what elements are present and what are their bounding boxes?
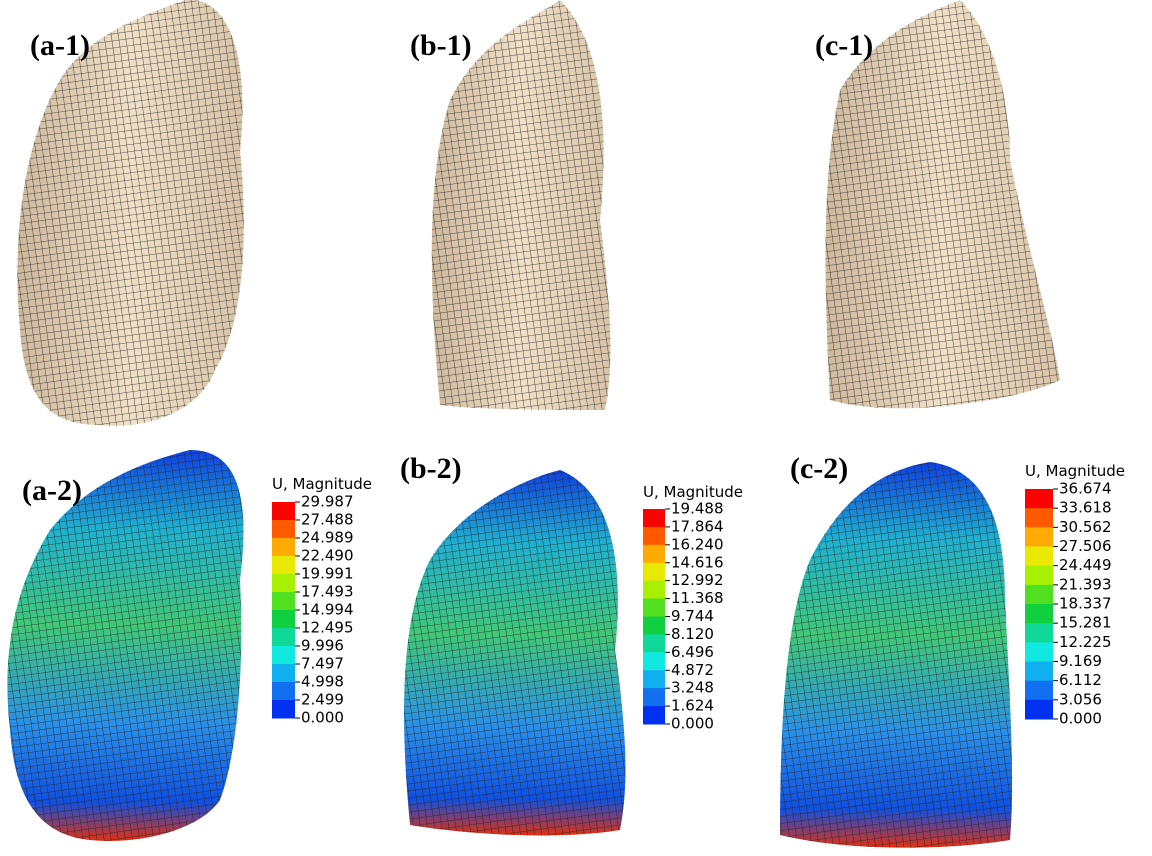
legend-value: 24.989 <box>301 529 354 547</box>
panel-label: (c-2) <box>790 452 848 485</box>
legend-bin <box>1025 566 1053 586</box>
legend-bin <box>1025 508 1053 528</box>
legend-value: 12.225 <box>1059 633 1112 651</box>
legend-title: U, Magnitude <box>272 475 372 493</box>
legend-value: 11.368 <box>671 589 724 607</box>
legend-bin <box>272 682 295 701</box>
legend-value: 19.991 <box>301 565 354 583</box>
legend-bin <box>1025 604 1053 624</box>
legend-bin <box>643 688 665 706</box>
legend-bin <box>272 664 295 683</box>
legend-value: 9.744 <box>671 607 714 625</box>
panel-label: (b-1) <box>410 29 472 62</box>
contour-mesh <box>404 470 625 835</box>
panel-label: (b-2) <box>400 452 462 485</box>
legend-bin <box>272 646 295 665</box>
legend-value: 4.872 <box>671 661 714 679</box>
legend-title: U, Magnitude <box>1025 462 1125 480</box>
legend-value: 7.497 <box>301 655 344 673</box>
panel-label: (a-2) <box>22 474 82 507</box>
legend-value: 0.000 <box>1059 710 1102 728</box>
legend-bin <box>1025 489 1053 509</box>
legend-bin <box>272 520 295 539</box>
legend-value: 2.499 <box>301 691 344 709</box>
legend-bin <box>272 610 295 629</box>
legend-value: 14.616 <box>671 553 724 571</box>
legend-value: 12.495 <box>301 619 354 637</box>
figure: (a-1) (b-1) (c-1) (a-2) (b-2) (c-2) U, Magnit… <box>0 0 1152 856</box>
legend-value: 4.998 <box>301 673 344 691</box>
legend-value: 6.112 <box>1059 671 1102 689</box>
legend-value: 1.624 <box>671 697 714 715</box>
legend-bin <box>643 706 665 724</box>
legend-value: 0.000 <box>671 715 714 733</box>
contour-mesh <box>780 462 1012 848</box>
legend-value: 18.337 <box>1059 595 1112 613</box>
legend-bin <box>643 581 665 599</box>
legend-value: 12.992 <box>671 571 724 589</box>
legend-value: 9.169 <box>1059 652 1102 670</box>
legend-bin <box>1025 527 1053 547</box>
legend-bin <box>1025 700 1053 720</box>
legend-value: 29.987 <box>301 493 354 511</box>
lung-mesh <box>17 0 243 426</box>
legend-value: 3.248 <box>671 679 714 697</box>
legend-value: 15.281 <box>1059 614 1112 632</box>
panel-label: (c-1) <box>815 29 873 62</box>
legend-bin <box>1025 642 1053 662</box>
legend-bin <box>643 670 665 688</box>
legend-value: 22.490 <box>301 547 354 565</box>
legend-value: 21.393 <box>1059 575 1112 593</box>
contour-mesh <box>7 450 243 841</box>
legend-value: 30.562 <box>1059 518 1112 536</box>
legend-value: 9.996 <box>301 637 344 655</box>
legend-bin <box>272 538 295 557</box>
legend-bin <box>272 556 295 575</box>
legend-bin <box>643 509 665 527</box>
legend-value: 27.488 <box>301 511 354 529</box>
legend-bin <box>643 617 665 635</box>
legend-title: U, Magnitude <box>643 483 743 501</box>
legend-value: 36.674 <box>1059 480 1112 498</box>
legend-bin <box>272 574 295 593</box>
legend-value: 3.056 <box>1059 690 1102 708</box>
legend-bin <box>643 545 665 563</box>
legend-bin <box>643 599 665 617</box>
legend-value: 17.864 <box>671 517 724 535</box>
legend-bin <box>272 628 295 647</box>
legend-bin <box>643 652 665 670</box>
legend-value: 0.000 <box>301 709 344 727</box>
legend-bin <box>1025 547 1053 567</box>
legend-value: 8.120 <box>671 625 714 643</box>
legend-value: 19.488 <box>671 500 724 518</box>
legend-bin <box>1025 662 1053 682</box>
legend-value: 17.493 <box>301 583 354 601</box>
meshes <box>7 0 1060 848</box>
legend-bin <box>643 563 665 581</box>
legend-bin <box>272 502 295 521</box>
legend-value: 24.449 <box>1059 556 1112 574</box>
legend-value: 16.240 <box>671 535 724 553</box>
legend-value: 14.994 <box>301 601 354 619</box>
legend-value: 27.506 <box>1059 537 1112 555</box>
legend-bin <box>272 592 295 611</box>
legend-bin <box>643 634 665 652</box>
legend-value: 33.618 <box>1059 499 1112 517</box>
legend-bin <box>1025 681 1053 701</box>
legend-bin <box>643 527 665 545</box>
legend-bin <box>1025 585 1053 605</box>
legend-bin <box>272 700 295 719</box>
legend-bin <box>1025 623 1053 643</box>
legend-value: 6.496 <box>671 643 714 661</box>
panel-label: (a-1) <box>30 29 90 62</box>
